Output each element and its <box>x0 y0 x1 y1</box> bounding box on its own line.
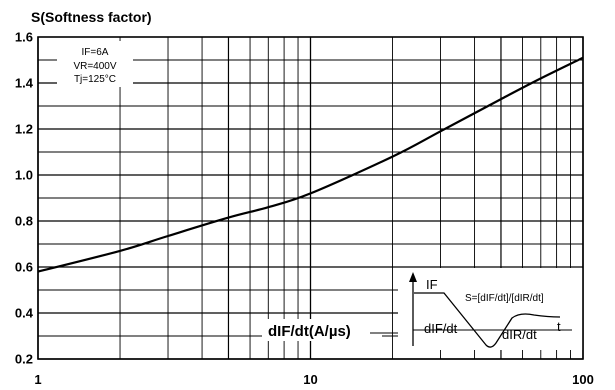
plot-frame <box>37 36 584 360</box>
chart-title: S(Softness factor) <box>31 9 152 25</box>
conditions-background <box>57 41 133 87</box>
condition-tj: Tj=125°C <box>74 74 116 85</box>
y-tick-label: 0.4 <box>15 306 34 321</box>
y-tick-label: 1.6 <box>15 30 33 45</box>
inset-recovery-waveform <box>414 292 561 348</box>
x-axis-label-background <box>262 319 382 341</box>
condition-vr: VR=400V <box>73 61 116 72</box>
condition-if: IF=6A <box>82 47 109 58</box>
inset-current-arrowhead <box>409 272 417 282</box>
x-axis-label-group: dIF/dt(A/µs) <box>262 319 400 341</box>
inset-background <box>398 268 583 350</box>
y-tick-label: 0.2 <box>15 352 33 367</box>
inset-if-label: IF <box>426 277 438 292</box>
x-tick-label: 100 <box>572 372 594 387</box>
inset-dir-label: dIR/dt <box>502 327 537 342</box>
y-tick-label: 0.6 <box>15 260 33 275</box>
tick-labels: 0.2 0.4 0.6 0.8 1.0 1.2 1.4 1.6 1 10 100 <box>15 30 594 388</box>
y-tick-label: 1.0 <box>15 168 33 183</box>
x-tick-label: 10 <box>303 372 317 387</box>
inset-formula: S=[dIF/dt]/[dIR/dt] <box>465 293 544 304</box>
x-axis-label: dIF/dt(A/µs) <box>268 323 351 340</box>
conditions-box: IF=6A VR=400V Tj=125°C <box>57 41 133 87</box>
x-tick-label: 1 <box>34 372 41 387</box>
y-tick-label: 1.4 <box>15 76 34 91</box>
y-tick-label: 1.2 <box>15 122 33 137</box>
waveform-inset: IF S=[dIF/dt]/[dIR/dt] dIF/dt dIR/dt t <box>398 268 583 350</box>
series-line <box>37 56 584 273</box>
inset-dif-label: dIF/dt <box>424 321 458 336</box>
inset-t-label: t <box>557 319 561 334</box>
y-tick-label: 0.8 <box>15 214 33 229</box>
